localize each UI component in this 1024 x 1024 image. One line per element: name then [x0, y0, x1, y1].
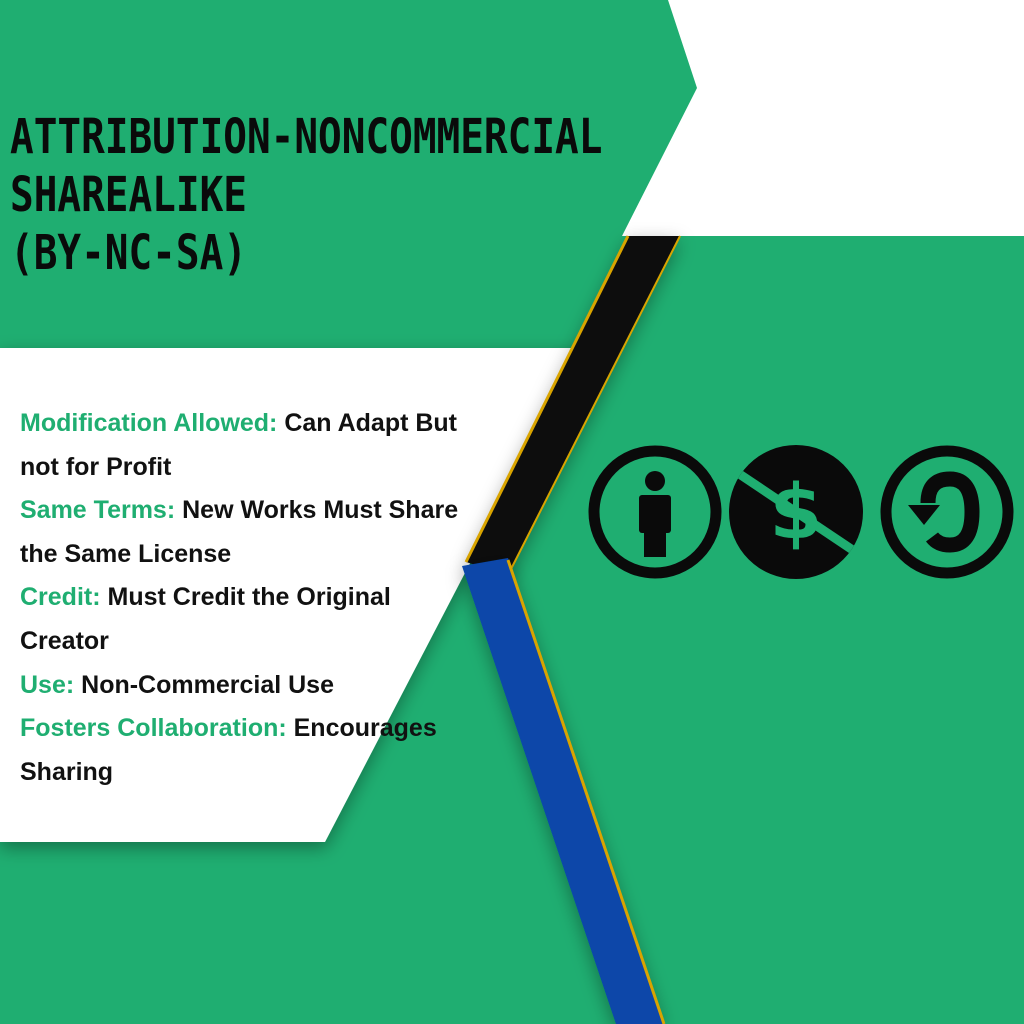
- page-title: ATTRIBUTION-NONCOMMERCIAL SHAREALIKE (BY…: [10, 108, 603, 282]
- feature-item: Same Terms: New Works Must Share the Sam…: [20, 489, 480, 576]
- license-icons: $: [576, 443, 1016, 583]
- feature-label: Use:: [20, 670, 75, 699]
- svg-text:$: $: [770, 467, 823, 556]
- feature-item: Use: Non-Commercial Use: [20, 664, 480, 708]
- blue-band-gold-edge: [506, 559, 666, 1024]
- feature-item: Modification Allowed: Can Adapt But not …: [20, 402, 480, 489]
- feature-text: Must Credit the Original Creator: [20, 583, 391, 655]
- feature-label: Modification Allowed:: [20, 409, 278, 437]
- title-line-1: ATTRIBUTION-NONCOMMERCIAL: [10, 109, 603, 165]
- feature-text: Encourages Sharing: [20, 714, 437, 786]
- feature-text: New Works Must Share the Same License: [20, 496, 459, 568]
- noncommercial-dollar-icon: $: [729, 445, 863, 579]
- top-right-white-panel: [622, 0, 1024, 236]
- feature-text: Can Adapt But not for Profit: [20, 409, 458, 481]
- feature-label: Fosters Collaboration:: [20, 714, 287, 743]
- black-band-gold-edge: [464, 235, 630, 563]
- attribution-person-icon: [588, 445, 722, 579]
- feature-list: Modification Allowed: Can Adapt But not …: [20, 402, 480, 794]
- feature-label: Same Terms:: [20, 496, 176, 525]
- feature-label: Credit:: [20, 583, 101, 612]
- title-line-3: (BY-NC-SA): [10, 225, 247, 281]
- feature-text: Non-Commercial Use: [74, 670, 334, 699]
- feature-item: Credit: Must Credit the Original Creator: [20, 576, 480, 663]
- black-band: [466, 236, 680, 575]
- black-band-gold-edge-2: [507, 235, 681, 576]
- feature-item: Fosters Collaboration: Encourages Sharin…: [20, 707, 480, 794]
- title-line-2: SHAREALIKE: [10, 167, 247, 223]
- text-panel: [0, 348, 582, 842]
- sharealike-arrow-icon: [880, 445, 1014, 579]
- blue-band: [462, 558, 664, 1024]
